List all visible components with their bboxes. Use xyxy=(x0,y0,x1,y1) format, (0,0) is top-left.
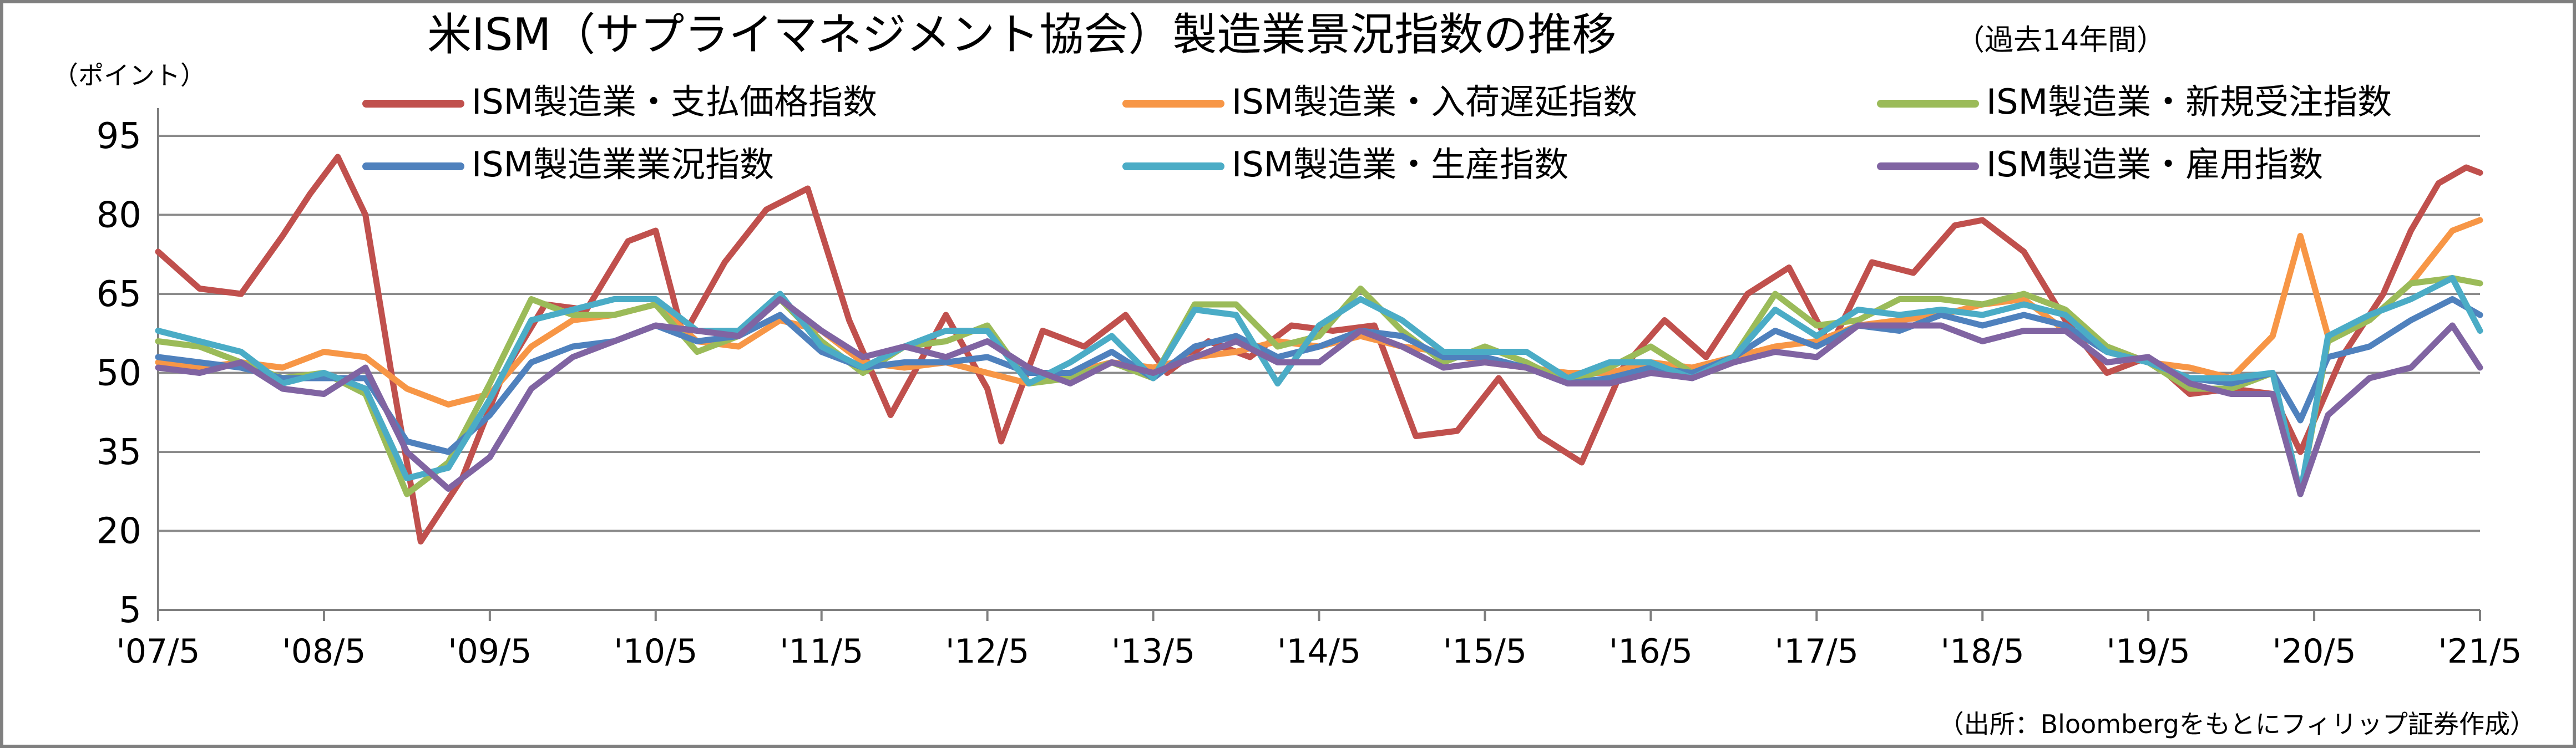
y-tick-label: 50 xyxy=(97,353,141,394)
x-tick-label: '13/5 xyxy=(1111,632,1195,671)
y-tick-label: 20 xyxy=(97,511,141,552)
y-tick-label: 35 xyxy=(97,432,141,473)
y-tick-label: 95 xyxy=(97,116,141,157)
y-tick-label: 80 xyxy=(97,195,141,236)
series-line-5 xyxy=(155,275,2483,497)
x-tick-label: '10/5 xyxy=(614,632,697,671)
x-tick-label: '17/5 xyxy=(1775,632,1859,671)
y-tick-label: 65 xyxy=(97,274,141,315)
legend-label-1: ISM製造業・支払価格指数 xyxy=(472,82,877,122)
legend-label-5: ISM製造業・生産指数 xyxy=(1232,144,1568,185)
legend-label-3: ISM製造業・新規受注指数 xyxy=(1986,82,2392,122)
legend-label-6: ISM製造業・雇用指数 xyxy=(1986,144,2323,185)
legend-label-2: ISM製造業・入荷遅延指数 xyxy=(1232,82,1637,122)
x-tick-label: '18/5 xyxy=(1941,632,2025,671)
x-tick-label: '09/5 xyxy=(448,632,532,671)
series-layer xyxy=(155,154,2483,545)
x-tick-label: '12/5 xyxy=(945,632,1029,671)
y-axis-label: （ポイント） xyxy=(53,60,206,90)
x-tick-label: '07/5 xyxy=(116,632,200,671)
chart-title-suffix: （過去14年間） xyxy=(1956,24,2165,57)
x-tick-label: '19/5 xyxy=(2107,632,2190,671)
x-tick-label: '21/5 xyxy=(2438,632,2522,671)
x-tick-label: '15/5 xyxy=(1443,632,1527,671)
series-line-2 xyxy=(155,217,2483,408)
y-tick-label: 5 xyxy=(119,590,141,631)
x-tick-label: '16/5 xyxy=(1609,632,1693,671)
x-tick-label: '20/5 xyxy=(2272,632,2356,671)
series-line-6 xyxy=(155,296,2483,497)
chart-title: 米ISM（サプライマネジメント協会）製造業景況指数の推移 xyxy=(427,9,1616,60)
source-note: （出所：Bloombergをもとにフィリップ証券作成） xyxy=(1939,709,2535,739)
x-tick-label: '08/5 xyxy=(282,632,366,671)
legend-label-4: ISM製造業業況指数 xyxy=(472,144,774,185)
x-tick-label: '11/5 xyxy=(780,632,863,671)
series-line-3 xyxy=(155,275,2483,497)
legend: ISM製造業・支払価格指数 ISM製造業・入荷遅延指数 ISM製造業・新規受注指数 I… xyxy=(362,82,2392,185)
axis-layer: 5 20 35 50 65 80 95 '07/5 '08/5 '09/5 '10/5 '11/5 '1… xyxy=(97,108,2522,671)
x-tick-label: '14/5 xyxy=(1277,632,1361,671)
